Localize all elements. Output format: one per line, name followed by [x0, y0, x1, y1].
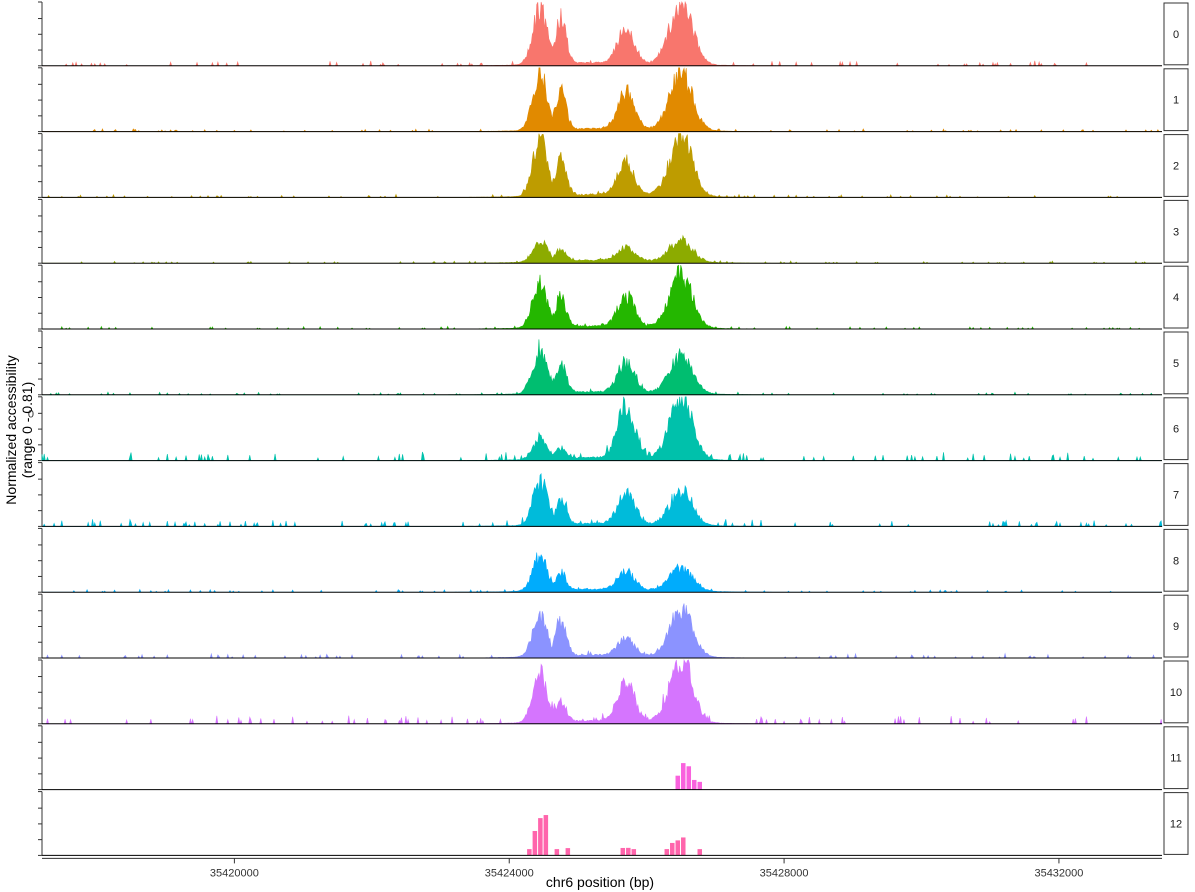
series-12-bar [681, 837, 686, 856]
series-11-bar [692, 779, 697, 790]
panel-11: 11 [38, 725, 1189, 791]
series-5-area [42, 339, 1162, 396]
panel-4: 4 [38, 264, 1189, 330]
x-tick-label: 35432000 [1034, 867, 1083, 879]
series-11-bar [681, 763, 686, 790]
facet-strip-label: 2 [1173, 161, 1179, 173]
facet-strip-label: 9 [1173, 621, 1179, 633]
series-12-bar [675, 840, 681, 856]
series-12-marks [527, 815, 703, 856]
series-7-marks [42, 473, 1163, 528]
panel-5: 5 [38, 330, 1189, 396]
series-0-area [42, 0, 1162, 67]
facet-strip [1163, 594, 1189, 658]
facet-strip [1163, 2, 1189, 66]
series-12-bar [565, 848, 571, 856]
facet-strip [1163, 68, 1189, 132]
facet-strip [1163, 792, 1189, 855]
panel-10: 10 [38, 658, 1189, 725]
facet-strip [1163, 134, 1189, 197]
series-12-bar [620, 847, 626, 856]
series-7-area [42, 473, 1163, 528]
series-0-marks [42, 0, 1162, 67]
series-2-area [42, 133, 1162, 198]
series-11-marks [675, 763, 703, 790]
series-12-bar [697, 849, 703, 856]
series-11-bar [686, 766, 692, 790]
facet-strip [1163, 660, 1189, 724]
facet-strip-label: 7 [1173, 490, 1179, 502]
series-1-marks [42, 67, 1162, 133]
panel-3: 3 [38, 198, 1189, 264]
panel-7: 7 [38, 462, 1189, 528]
series-12-bar [631, 849, 637, 856]
panel-2: 2 [38, 133, 1189, 198]
series-4-marks [42, 264, 1162, 330]
panel-12: 12 [38, 791, 1189, 856]
y-axis-title-line2: (range 0 - 0.81) [19, 382, 35, 479]
x-tick-label: 35420000 [210, 867, 259, 879]
series-1-area [42, 67, 1162, 133]
series-2-marks [42, 133, 1162, 198]
series-9-area [42, 603, 1162, 659]
facet-strip [1163, 331, 1189, 395]
facet-strip-label: 6 [1173, 424, 1179, 436]
facet-strip-label: 10 [1170, 687, 1182, 699]
series-3-area [42, 234, 1162, 264]
series-5-marks [42, 339, 1162, 396]
facet-strip-label: 4 [1173, 292, 1179, 304]
facet-strip-label: 8 [1173, 555, 1179, 567]
series-12-bar [543, 815, 549, 856]
facet-strip [1163, 199, 1189, 263]
series-12-bar [532, 830, 538, 856]
series-12-bar [538, 818, 543, 856]
facet-strip [1163, 265, 1189, 329]
facet-strip [1163, 397, 1189, 461]
series-6-marks [41, 396, 1162, 462]
panel-y-tick-label: 0 [28, 408, 34, 420]
series-11-bar [675, 775, 681, 790]
series-8-marks [42, 552, 1162, 593]
series-12-bar [527, 849, 532, 856]
facet-strip [1163, 726, 1189, 790]
series-12-bar [554, 849, 560, 856]
series-12-bar [664, 849, 670, 856]
panel-6: 06 [28, 396, 1189, 462]
series-12-bar [670, 842, 675, 856]
facet-strip [1163, 463, 1189, 526]
series-3-marks [42, 234, 1162, 264]
x-axis: 35420000 35424000 35428000 35432000 [42, 857, 1162, 879]
series-10-area [42, 658, 1163, 725]
series-4-area [42, 264, 1162, 330]
series-11-bar [697, 781, 703, 790]
facet-strip-label: 1 [1173, 95, 1179, 107]
series-9-marks [42, 603, 1162, 659]
series-8-area [42, 552, 1162, 593]
x-tick-label: 35424000 [485, 867, 534, 879]
x-tick-label: 35428000 [760, 867, 809, 879]
x-axis-title: chr6 position (bp) [546, 874, 654, 890]
y-axis-title-line1: Normalized accessibility [3, 355, 19, 504]
facet-strip-label: 3 [1173, 226, 1179, 238]
panel-9: 9 [38, 593, 1189, 659]
panel-8: 8 [38, 527, 1189, 593]
facet-strip-label: 0 [1173, 29, 1179, 41]
facet-strip-label: 5 [1173, 358, 1179, 370]
panel-1: 1 [38, 67, 1189, 133]
series-6-area [41, 396, 1162, 462]
series-10-marks [42, 658, 1163, 725]
panel-0: 0 [38, 0, 1189, 67]
series-12-bar [626, 847, 631, 856]
facet-strip-label: 12 [1170, 819, 1182, 831]
facet-strip-label: 11 [1170, 753, 1181, 765]
facet-strip [1163, 528, 1189, 592]
